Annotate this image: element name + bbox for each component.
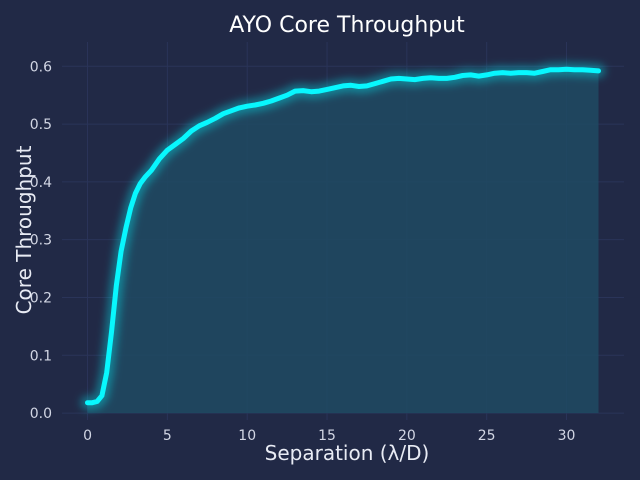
series-line-layer: [80, 62, 606, 410]
y-tick-label: 0.5: [30, 117, 52, 133]
x-tick-label: 25: [478, 428, 496, 444]
y-tick-label: 0.6: [30, 59, 52, 75]
y-axis-title: Core Throughput: [12, 145, 36, 314]
x-tick-label: 30: [558, 428, 576, 444]
area-fill-layer: [87, 69, 599, 414]
x-tick-label: 20: [398, 428, 416, 444]
x-axis-title: Separation (λ/D): [265, 441, 430, 465]
y-tick-label: 0.1: [30, 348, 52, 364]
chart-title: AYO Core Throughput: [229, 13, 465, 38]
y-tick-label: 0.2: [30, 290, 52, 306]
y-tick-label: 0.4: [30, 175, 52, 191]
series-line: [85, 66, 601, 406]
x-tick-label: 15: [318, 428, 336, 444]
y-tick-label: 0.3: [30, 233, 52, 249]
y-tick-labels: 0.0 0.1 0.2 0.3 0.4 0.5 0.6: [30, 59, 52, 422]
x-tick-label: 0: [83, 428, 92, 444]
y-tick-label: 0.0: [30, 406, 52, 422]
x-tick-labels: 0 5 10 15 20 25 30: [83, 428, 575, 444]
x-tick-label: 10: [238, 428, 256, 444]
x-tick-label: 5: [163, 428, 172, 444]
series-area-fill: [87, 69, 599, 414]
